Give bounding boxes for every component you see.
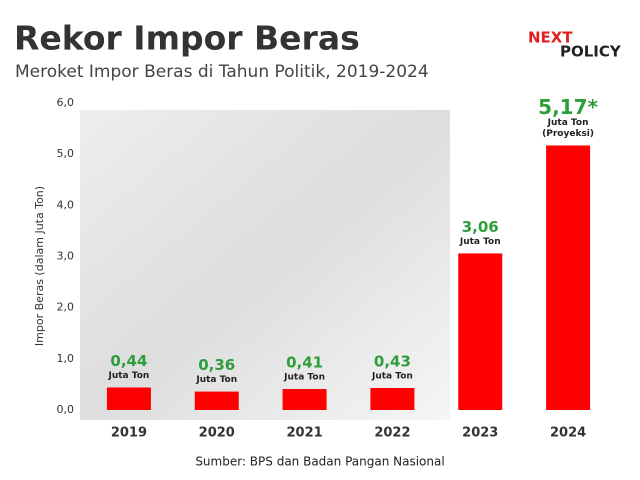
value-label: 3,06 [462, 218, 499, 236]
unit-label: Juta Ton [459, 237, 501, 247]
y-tick-label: 3,0 [57, 250, 75, 263]
unit-label: Juta Ton [371, 371, 413, 381]
unit-label: Juta Ton [547, 118, 589, 128]
unit-label: (Proyeksi) [542, 129, 594, 139]
unit-label: Juta Ton [283, 373, 325, 383]
value-label: 0,43 [374, 352, 411, 370]
unit-label: Juta Ton [195, 375, 237, 385]
y-tick-label: 2,0 [57, 301, 75, 314]
x-tick-label: 2021 [286, 426, 322, 441]
x-tick-label: 2019 [111, 426, 147, 441]
chart-title: Rekor Impor Beras [14, 19, 360, 58]
logo-bottom: POLICY [560, 43, 622, 61]
x-tick-label: 2020 [199, 426, 235, 441]
chart-subtitle: Meroket Impor Beras di Tahun Politik, 20… [15, 62, 429, 82]
bar [194, 391, 239, 410]
value-label: 5,17* [538, 95, 598, 119]
value-label: 0,44 [110, 352, 147, 370]
y-tick-label: 1,0 [57, 352, 75, 365]
y-tick-label: 5,0 [57, 147, 75, 160]
x-tick-label: 2024 [550, 426, 586, 441]
bar [106, 387, 151, 410]
unit-label: Juta Ton [108, 371, 150, 381]
source: Sumber: BPS dan Badan Pangan Nasional [195, 455, 444, 469]
bar [370, 387, 415, 410]
logo-top: NEXT [528, 29, 573, 47]
y-tick-label: 0,0 [57, 403, 75, 416]
background-photo [80, 110, 450, 420]
y-tick-label: 6,0 [57, 96, 75, 109]
x-tick-label: 2022 [374, 426, 410, 441]
bar [282, 389, 327, 410]
value-label: 0,36 [198, 356, 235, 374]
x-tick-label: 2023 [462, 426, 498, 441]
y-tick-label: 4,0 [57, 198, 75, 211]
bar [458, 253, 503, 410]
y-axis-label: Impor Beras (dalam Juta Ton) [33, 186, 46, 346]
bar [546, 145, 591, 411]
value-label: 0,41 [286, 354, 323, 372]
